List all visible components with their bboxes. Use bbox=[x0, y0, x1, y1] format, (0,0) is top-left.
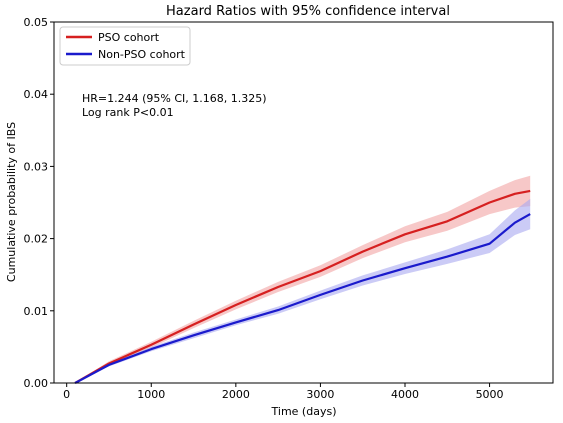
chart-title: Hazard Ratios with 95% confidence interv… bbox=[166, 4, 450, 19]
y-tick-label: 0.03 bbox=[24, 160, 49, 173]
y-tick-label: 0.00 bbox=[24, 377, 49, 390]
x-tick-label: 1000 bbox=[137, 388, 165, 401]
legend-box bbox=[59, 26, 191, 66]
x-tick-label: 3000 bbox=[306, 388, 334, 401]
x-tick-label: 5000 bbox=[476, 388, 504, 401]
plot-area bbox=[53, 21, 554, 384]
x-axis-label: Time (days) bbox=[271, 405, 337, 418]
hazard-ratio-annotation: HR=1.244 (95% CI, 1.168, 1.325) bbox=[82, 92, 267, 105]
y-axis: 0.00 0.01 0.02 0.03 0.04 0.05 bbox=[24, 16, 54, 390]
confidence-band-pso bbox=[75, 175, 531, 383]
series-line-pso bbox=[74, 189, 531, 384]
y-tick-label: 0.04 bbox=[24, 88, 49, 101]
legend-label-non-pso: Non-PSO cohort bbox=[98, 48, 186, 61]
y-tick-label: 0.05 bbox=[24, 16, 49, 29]
y-axis-label: Cumulative probability of IBS bbox=[5, 122, 18, 282]
y-tick-label: 0.01 bbox=[24, 305, 49, 318]
legend-label-pso: PSO cohort bbox=[98, 31, 160, 44]
log-rank-annotation: Log rank P<0.01 bbox=[82, 106, 174, 119]
legend: PSO cohort Non-PSO cohort bbox=[59, 26, 191, 66]
x-tick-label: 2000 bbox=[222, 388, 250, 401]
survival-lines bbox=[74, 189, 531, 384]
x-tick-label: 4000 bbox=[391, 388, 419, 401]
x-axis: 0 1000 2000 3000 4000 5000 bbox=[63, 383, 504, 401]
y-tick-label: 0.02 bbox=[24, 233, 49, 246]
plot-frame bbox=[53, 21, 554, 384]
series-line-non-pso bbox=[74, 213, 531, 384]
x-tick-label: 0 bbox=[63, 388, 70, 401]
confidence-band-non-pso bbox=[75, 198, 531, 383]
